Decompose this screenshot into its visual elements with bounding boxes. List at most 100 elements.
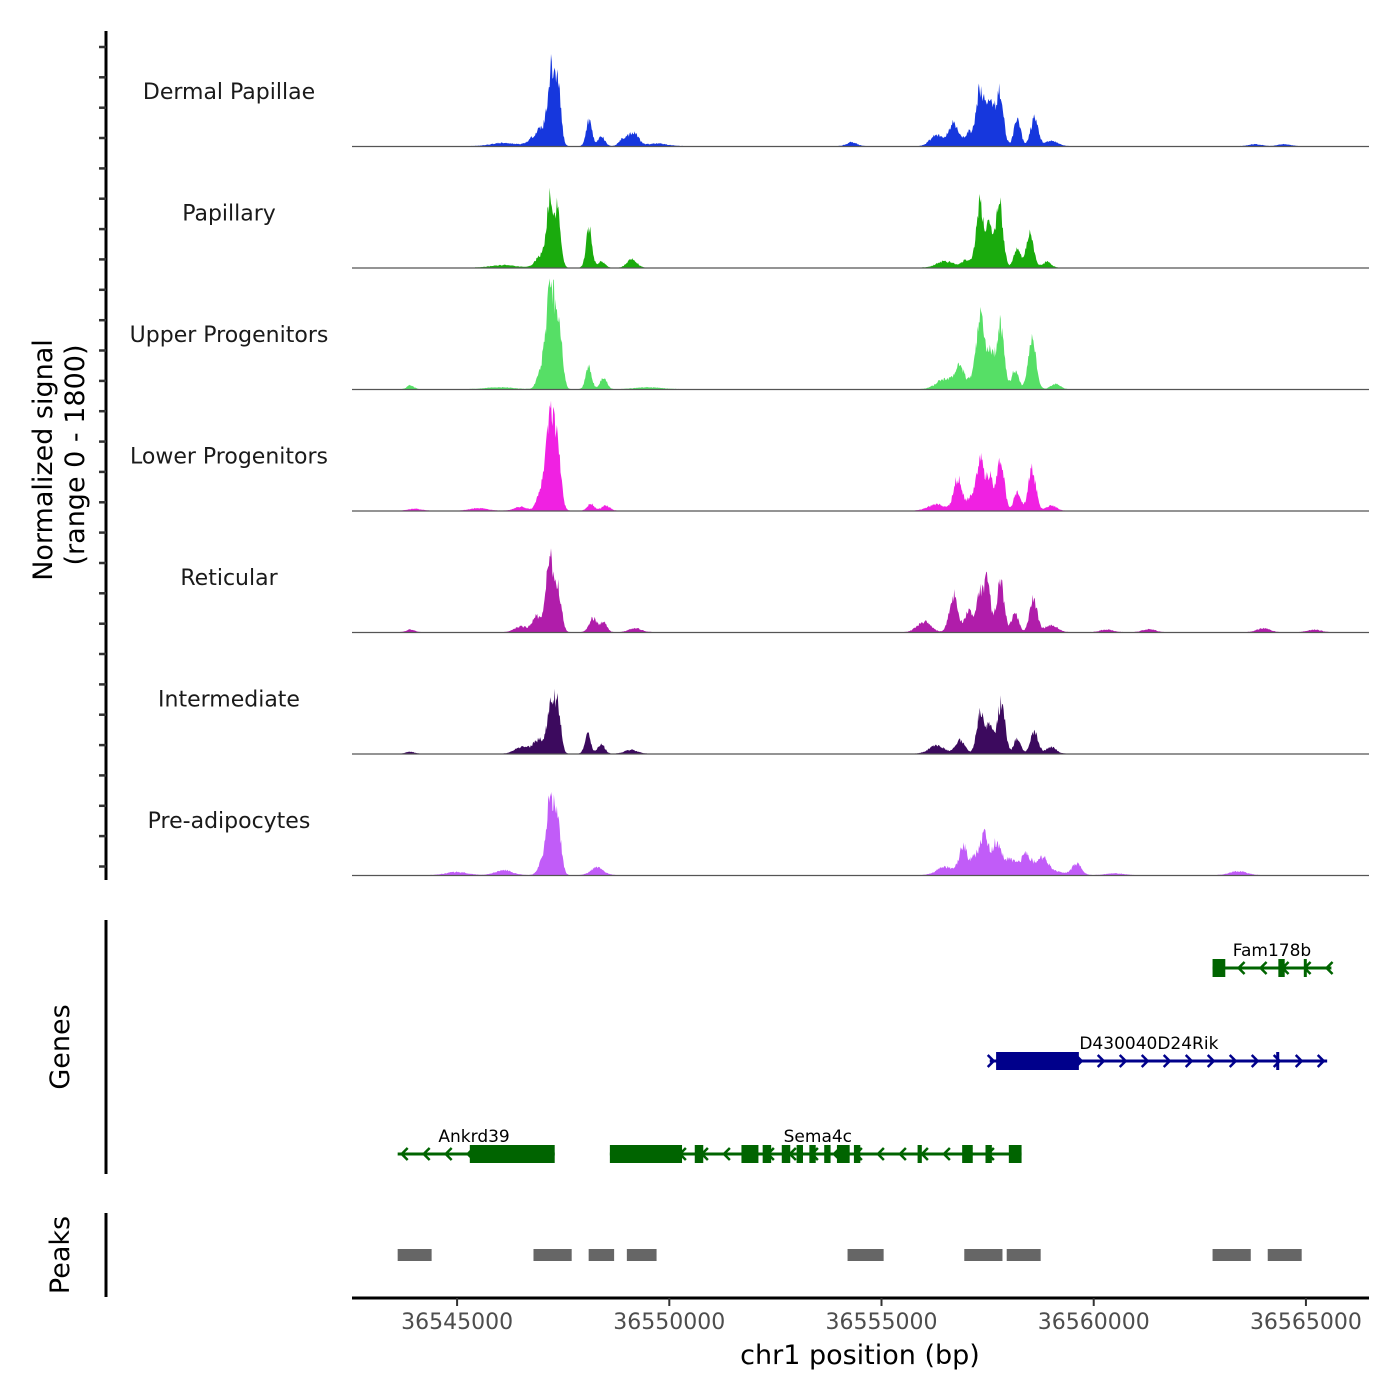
exon [469,1145,555,1163]
gene-d430040d24rik: D430040D24Rik [986,1034,1328,1070]
gene-panel-title: Genes [45,1004,76,1089]
peak-panel: Peaks [45,1213,1302,1297]
x-axis-title: chr1 position (bp) [740,1340,980,1371]
x-tick-label: 36550000 [613,1310,725,1335]
track-label: Papillary [182,202,276,227]
x-tick-label: 36555000 [826,1310,938,1335]
peak-region [588,1249,615,1261]
exon [809,1145,816,1163]
peak-region [626,1249,657,1261]
strand-arrow-icon [1118,1054,1128,1068]
gene-label: Fam178b [1233,941,1311,961]
exon [1276,1052,1280,1070]
coverage-area [352,688,1369,754]
gene-label: Ankrd39 [438,1127,509,1147]
x-axis: 36545000 36550000 36555000 36560000 36565000… [352,1296,1369,1371]
gene-panel: Genes Fam178b D430040D24Rik Ankrd39 Sema4c [45,920,1334,1174]
track-label: Dermal Papillae [143,80,315,105]
track-upper-progenitors: Upper Progenitors [130,278,1369,391]
exon [609,1145,683,1163]
strand-arrow-icon [1272,1054,1282,1068]
peak-region [533,1249,572,1261]
strand-arrow-icon [1258,961,1268,975]
strand-arrow-icon [1316,1054,1326,1068]
peak-panel-title: Peaks [45,1216,76,1294]
exon [796,1145,803,1163]
track-intermediate: Intermediate [158,688,1369,755]
coverage-area [352,791,1369,876]
gene-label: Sema4c [784,1127,852,1147]
exon [853,1145,861,1163]
track-pre-adipocytes: Pre-adipocytes [148,791,1369,877]
peak-region [847,1249,884,1261]
track-lower-progenitors: Lower Progenitors [130,400,1369,512]
signal-y-axis: Normalized signal (range 0 - 1800) [28,31,108,880]
x-tick-label: 36565000 [1250,1310,1362,1335]
gene-label: D430040D24Rik [1079,1034,1218,1054]
x-tick-label: 36545000 [401,1310,513,1335]
strand-arrow-icon [1162,1054,1172,1068]
exon [824,1145,831,1163]
coverage-area [352,400,1369,511]
track-label: Pre-adipocytes [148,809,311,834]
coverage-tracks: Dermal Papillae Papillary Upper Progenitor… [130,54,1369,877]
coverage-area [352,548,1369,633]
strand-arrow-icon [1250,1054,1260,1068]
track-label: Lower Progenitors [130,445,328,470]
strand-arrow-icon [421,1147,431,1161]
exon [694,1145,704,1163]
strand-arrow-icon [1324,961,1334,975]
coverage-area [352,54,1369,147]
gene-fam178b: Fam178b [1212,941,1334,977]
track-papillary: Papillary [182,187,1369,269]
exon [1303,959,1307,977]
strand-arrow-icon [876,1147,885,1161]
strand-arrow-icon [1236,961,1246,975]
strand-arrow-icon [399,1147,409,1161]
signal-y-axis-title-line2: (range 0 - 1800) [60,345,91,566]
strand-arrow-icon [722,1147,731,1161]
strand-arrow-icon [1228,1054,1238,1068]
x-tick-label: 36560000 [1038,1310,1150,1335]
exon [741,1145,759,1163]
exon [917,1145,922,1163]
gene-models: Fam178b D430040D24Rik Ankrd39 Sema4c [397,941,1334,1163]
track-dermal-papillae: Dermal Papillae [143,54,1369,148]
strand-arrow-icon [920,1147,929,1161]
strand-arrow-icon [1140,1054,1150,1068]
strand-arrow-icon [1184,1054,1194,1068]
strand-arrow-icon [942,1147,951,1161]
exon [962,1145,973,1163]
strand-arrow-icon [1294,1054,1304,1068]
track-reticular: Reticular [180,548,1369,634]
exon [1008,1145,1022,1163]
peak-regions [397,1249,1302,1261]
exon [1278,959,1285,977]
track-label: Upper Progenitors [130,323,329,348]
signal-y-axis-title-line1: Normalized signal [28,339,59,581]
strand-arrow-icon [898,1147,907,1161]
exon [762,1145,772,1163]
peak-region [964,1249,1003,1261]
signal-y-ticks [99,45,106,868]
peak-region [1267,1249,1302,1261]
strand-arrow-icon [1206,1054,1216,1068]
gene-ankrd39: Ankrd39 [397,1127,555,1163]
exon [1212,959,1226,977]
exon [996,1052,1079,1070]
gene-sema4c: Sema4c [609,1127,1022,1163]
track-label: Reticular [180,566,278,591]
exon [836,1145,850,1163]
strand-arrow-icon [986,1054,996,1068]
peak-region [1212,1249,1251,1261]
peak-region [397,1249,432,1261]
coverage-area [352,278,1369,390]
x-ticks: 36545000 36550000 36555000 36560000 36565000 [401,1298,1362,1335]
exon [985,1145,992,1163]
track-label: Intermediate [158,688,300,713]
exon [781,1145,791,1163]
strand-arrow-icon [1096,1054,1106,1068]
peak-region [1006,1249,1041,1261]
coverage-area [352,187,1369,268]
